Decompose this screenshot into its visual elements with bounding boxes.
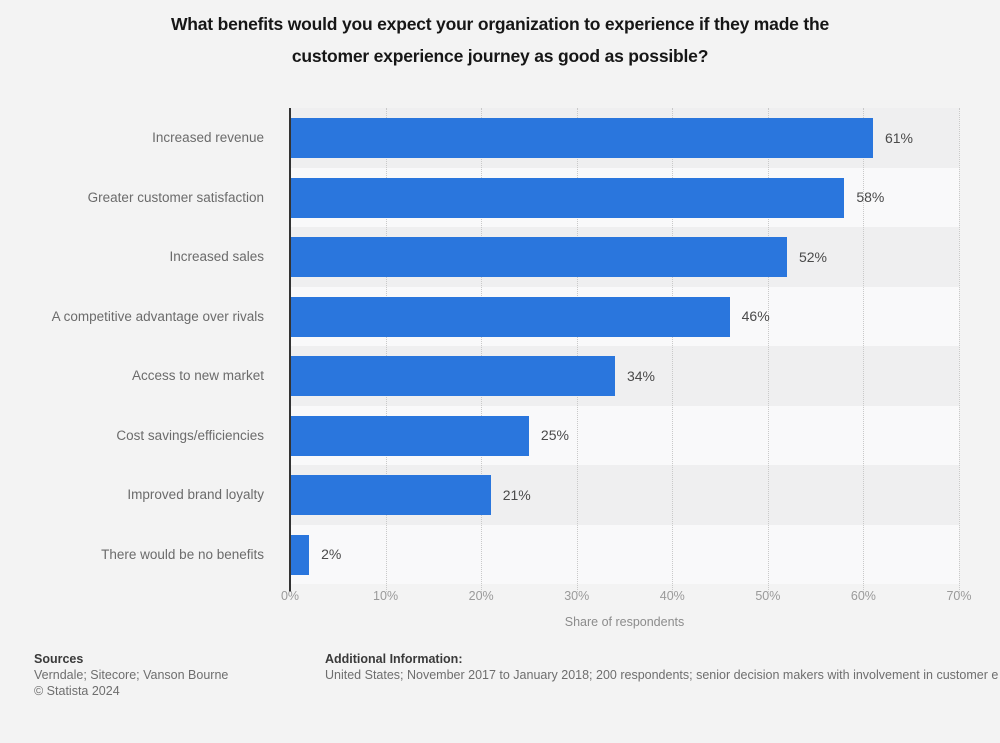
bar-row: 61% bbox=[290, 108, 959, 168]
bar-row: 2% bbox=[290, 525, 959, 585]
additional-info-heading: Additional Information: bbox=[325, 652, 463, 666]
x-tick-label: 0% bbox=[280, 589, 300, 603]
gridline bbox=[481, 108, 483, 592]
sources-line: Verndale; Sitecore; Vanson Bourne bbox=[34, 668, 229, 682]
category-label: Cost savings/efficiencies bbox=[116, 427, 264, 443]
footer-additional-block: Additional Information: United States; N… bbox=[325, 651, 998, 683]
x-tick-label: 10% bbox=[373, 589, 399, 603]
gridline bbox=[385, 108, 387, 592]
plot-area: 61% 58% 52% 46% 34% 25% 21% 2% bbox=[290, 108, 960, 592]
bar-value-label: 46% bbox=[741, 308, 770, 325]
additional-info-text: United States; November 2017 to January … bbox=[325, 668, 999, 682]
gridline bbox=[959, 108, 960, 592]
bar-row: 34% bbox=[290, 346, 959, 406]
category-labels: Increased revenue Greater customer satisf… bbox=[0, 108, 277, 584]
bar-row: 21% bbox=[290, 465, 959, 525]
bar-value-label: 52% bbox=[798, 248, 827, 265]
x-tick-label: 70% bbox=[946, 589, 972, 603]
x-axis-ticks: 0% 10% 20% 30% 40% 50% 60% 70% bbox=[281, 589, 972, 605]
bar-value-label: 34% bbox=[626, 367, 655, 384]
bar bbox=[290, 296, 730, 337]
x-tick-label: 40% bbox=[659, 589, 685, 603]
gridline bbox=[576, 108, 578, 592]
sources-heading: Sources bbox=[34, 652, 84, 666]
x-axis-title: Share of respondents bbox=[564, 615, 685, 629]
bar-row: 25% bbox=[290, 406, 959, 466]
category-label: Increased sales bbox=[169, 249, 264, 265]
chart-title-line2: customer experience journey as good as p… bbox=[291, 46, 709, 66]
statista-copyright: © Statista 2024 bbox=[34, 684, 120, 698]
gridline bbox=[863, 108, 865, 592]
bar-value-label: 25% bbox=[540, 427, 569, 444]
gridline bbox=[672, 108, 674, 592]
bar bbox=[290, 415, 529, 456]
x-tick-label: 50% bbox=[755, 589, 781, 603]
bar bbox=[290, 118, 873, 158]
category-label: Greater customer satisfaction bbox=[87, 189, 264, 205]
bar-row: 46% bbox=[290, 287, 959, 347]
category-label: Increased revenue bbox=[152, 130, 264, 146]
bar bbox=[290, 534, 310, 575]
category-label: Improved brand loyalty bbox=[127, 487, 264, 503]
x-tick-label: 20% bbox=[468, 589, 494, 603]
gridline bbox=[767, 108, 769, 592]
row-band bbox=[290, 524, 959, 584]
bar-row: 52% bbox=[290, 227, 959, 287]
bar bbox=[290, 177, 845, 218]
category-label: Access to new market bbox=[131, 368, 264, 384]
bar-value-label: 61% bbox=[884, 129, 914, 146]
bar bbox=[290, 356, 615, 396]
bar-value-label: 58% bbox=[856, 189, 885, 206]
footer-sources-block: Sources Verndale; Sitecore; Vanson Bourn… bbox=[34, 651, 228, 699]
bar-value-label: 21% bbox=[502, 486, 531, 503]
bar-value-label: 2% bbox=[321, 546, 342, 563]
bar-row: 58% bbox=[290, 168, 959, 228]
chart-title-line1: What benefits would you expect your orga… bbox=[170, 14, 830, 34]
y-axis-line bbox=[289, 108, 291, 592]
x-tick-label: 60% bbox=[850, 589, 876, 603]
bar bbox=[290, 475, 491, 515]
chart-title: What benefits would you expect your orga… bbox=[50, 8, 950, 72]
category-label: There would be no benefits bbox=[101, 546, 264, 562]
bar bbox=[290, 237, 787, 277]
x-tick-label: 30% bbox=[564, 589, 590, 603]
category-label: A competitive advantage over rivals bbox=[51, 308, 264, 324]
